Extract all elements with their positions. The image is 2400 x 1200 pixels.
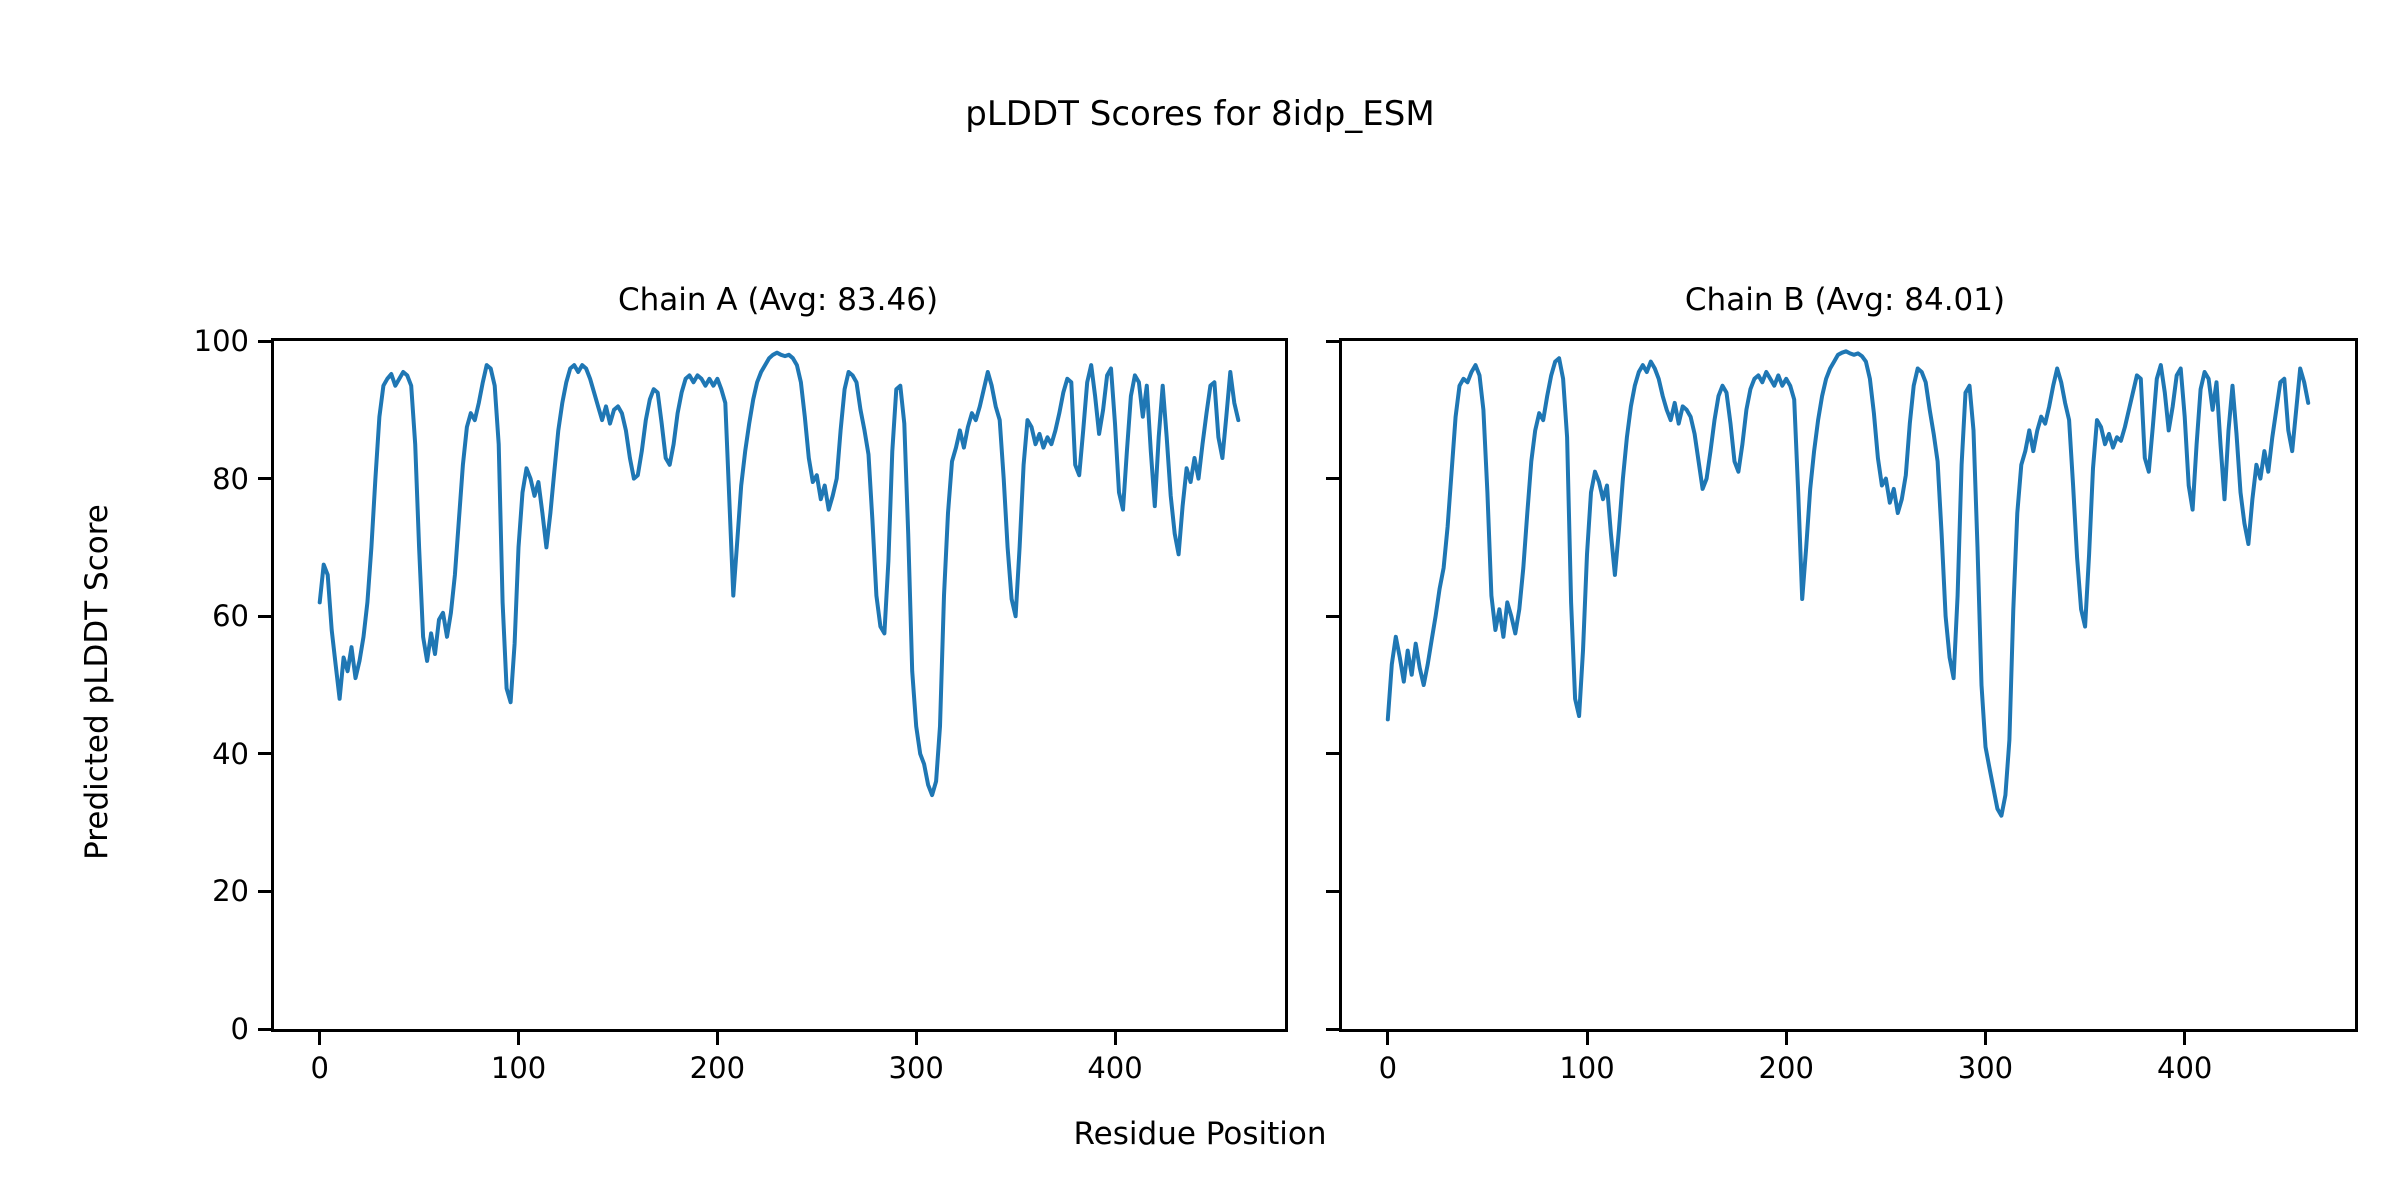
chain-a-y-tick-label: 20 <box>212 874 249 909</box>
chain-b-x-tick-label: 100 <box>1559 1051 1615 1085</box>
figure-title: pLDDT Scores for 8idp_ESM <box>965 94 1435 134</box>
chain-a-x-tick <box>1113 1032 1117 1045</box>
chain-b-y-tick <box>1326 889 1339 893</box>
chain-a-y-tick-label: 0 <box>230 1012 249 1046</box>
chain-a-x-tick-label: 200 <box>689 1051 746 1085</box>
x-axis-label: Residue Position <box>1073 1116 1327 1152</box>
chain-b-x-tick <box>1983 1032 1987 1045</box>
chain-a-y-tick-label: 100 <box>193 324 249 358</box>
chain-b-plddt-line <box>1385 349 2311 818</box>
chain-a-line-chart <box>317 350 1241 798</box>
chain-b-y-tick <box>1326 477 1339 481</box>
chain-b-y-tick <box>1326 614 1339 618</box>
chain-a-y-tick-label: 80 <box>212 461 249 496</box>
chain-a-plot-area <box>271 338 1288 1032</box>
chain-a-x-tick-label: 0 <box>310 1051 329 1085</box>
chain-b-y-tick <box>1326 752 1339 756</box>
chain-b-x-tick <box>1386 1032 1390 1045</box>
chain-b-x-tick-label: 200 <box>1758 1051 1814 1085</box>
chain-a-plddt-line <box>317 350 1241 798</box>
chain-b-x-tick-label: 400 <box>2156 1051 2213 1085</box>
chain-b-x-tick <box>1585 1032 1589 1045</box>
chain-b-x-tick <box>1784 1032 1788 1045</box>
y-axis-label: Predicted pLDDT Score <box>79 504 115 860</box>
chain-b-y-tick <box>1326 1027 1339 1031</box>
chain-a-x-tick-label: 300 <box>888 1051 944 1085</box>
chain-a-y-tick <box>258 477 271 481</box>
chain-a-y-tick-label: 40 <box>212 736 249 771</box>
chain-b-y-tick <box>1326 339 1339 343</box>
chain-a-y-tick <box>258 752 271 756</box>
chain-a-y-tick-label: 60 <box>212 599 249 634</box>
chain-b-plot-area <box>1339 338 2358 1032</box>
chain-a-y-tick <box>258 1027 271 1031</box>
chain-a-x-tick <box>914 1032 918 1045</box>
chain-b-x-tick-label: 300 <box>1957 1051 2014 1085</box>
chain-a-x-tick-label: 400 <box>1087 1051 1143 1085</box>
chain-a-x-tick <box>517 1032 521 1045</box>
chain-a-x-tick <box>715 1032 719 1045</box>
chain-a-x-tick <box>318 1032 322 1045</box>
chain-a-title: Chain A (Avg: 83.46) <box>617 282 939 318</box>
chain-a-x-tick-label: 100 <box>490 1051 547 1085</box>
chain-b-line-chart <box>1385 349 2311 818</box>
chain-a-y-tick <box>258 889 271 893</box>
chain-b-title: Chain B (Avg: 84.01) <box>1684 282 2006 318</box>
chain-b-x-tick <box>2183 1032 2187 1045</box>
chain-a-y-tick <box>258 339 271 343</box>
chain-a-y-tick <box>258 614 271 618</box>
chain-b-x-tick-label: 0 <box>1378 1051 1398 1085</box>
